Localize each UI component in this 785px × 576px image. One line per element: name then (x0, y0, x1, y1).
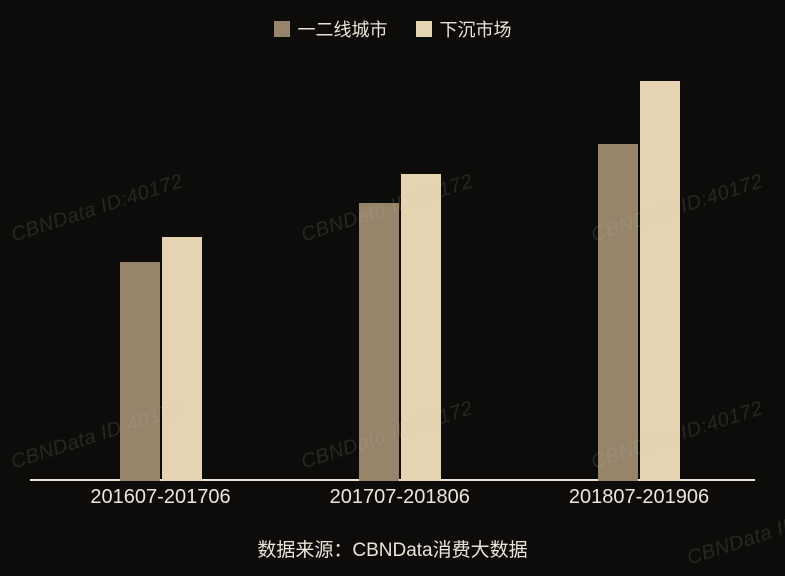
x-axis-labels: 201607-201706 201707-201806 201807-201906 (30, 486, 755, 516)
legend: 一二线城市 下沉市场 (0, 16, 785, 42)
bar-group (359, 174, 441, 481)
legend-item-series2: 下沉市场 (416, 16, 512, 42)
chart-container: 一二线城市 下沉市场 201607-201706201707-201806201… (0, 0, 785, 576)
bar (162, 237, 202, 481)
plot-area (30, 60, 755, 481)
bar (359, 203, 399, 481)
x-axis-label: 201607-201706 (90, 486, 230, 509)
bar (401, 174, 441, 481)
legend-item-series1: 一二线城市 (274, 16, 388, 42)
legend-label-series2: 下沉市场 (440, 16, 512, 42)
data-source: 数据来源：CBNData消费大数据 (0, 535, 785, 562)
x-axis-label: 201807-201906 (569, 486, 709, 509)
legend-label-series1: 一二线城市 (298, 16, 388, 42)
bar (120, 262, 160, 481)
legend-swatch-series2 (416, 21, 432, 37)
bar (640, 81, 680, 481)
bar (598, 144, 638, 481)
bar-group (598, 81, 680, 481)
x-axis-label: 201707-201806 (330, 486, 470, 509)
legend-swatch-series1 (274, 21, 290, 37)
bar-group (120, 237, 202, 481)
